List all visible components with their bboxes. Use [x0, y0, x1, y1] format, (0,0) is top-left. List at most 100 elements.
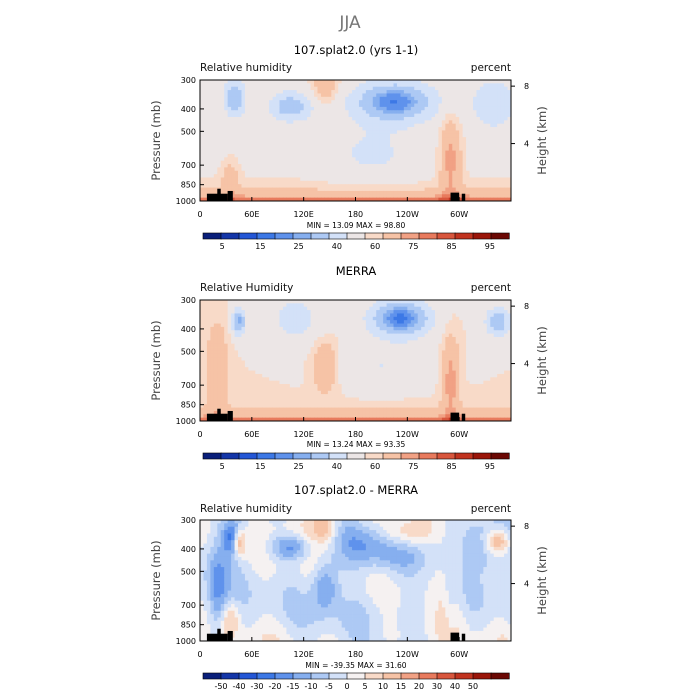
field-cell: [414, 147, 419, 151]
field-cell: [358, 197, 363, 202]
field-cell: [317, 160, 322, 165]
field-cell: [507, 80, 512, 84]
field-cell: [203, 83, 208, 88]
field-cell: [472, 326, 477, 331]
field-cell: [365, 80, 370, 84]
field-cell: [317, 164, 322, 168]
field-cell: [200, 123, 204, 128]
field-cell: [396, 147, 401, 151]
field-cell: [379, 320, 384, 324]
field-cell: [231, 93, 235, 98]
field-cell: [355, 330, 360, 335]
field-cell: [452, 326, 457, 331]
field-cell: [403, 194, 408, 199]
field-cell: [251, 190, 256, 195]
field-cell: [217, 140, 222, 145]
field-cell: [220, 177, 225, 182]
field-cell: [265, 336, 270, 341]
field-cell: [372, 86, 377, 91]
field-cell: [417, 80, 422, 84]
field-cell: [286, 160, 291, 165]
field-cell: [507, 106, 512, 111]
field-cell: [251, 140, 256, 145]
field-cell: [227, 93, 232, 98]
field-cell: [200, 83, 204, 88]
field-cell: [376, 313, 381, 318]
field-cell: [448, 170, 453, 175]
field-cell: [390, 316, 394, 321]
field-cell: [307, 303, 311, 308]
field-cell: [289, 330, 294, 335]
field-cell: [234, 323, 239, 328]
field-cell: [407, 330, 412, 335]
field-cell: [493, 180, 498, 185]
field-cell: [324, 323, 329, 328]
field-cell: [200, 350, 204, 355]
field-cell: [500, 347, 505, 351]
field-cell: [269, 360, 273, 365]
field-cell: [341, 180, 346, 185]
field-cell: [227, 326, 232, 331]
field-cell: [414, 197, 419, 202]
field-cell: [424, 190, 429, 195]
field-cell: [393, 160, 398, 165]
field-cell: [421, 357, 426, 361]
field-cell: [431, 167, 436, 172]
height-tick-label: 4: [524, 140, 529, 149]
field-cell: [400, 106, 405, 111]
field-cell: [317, 170, 322, 175]
field-cell: [265, 123, 270, 128]
field-cell: [479, 333, 484, 338]
field-cell: [431, 336, 436, 341]
field-cell: [479, 133, 484, 138]
field-cell: [255, 313, 260, 318]
field-cell: [434, 323, 439, 328]
field-cell: [234, 180, 239, 185]
field-cell: [493, 194, 498, 199]
field-cell: [428, 300, 432, 304]
field-cell: [220, 116, 225, 121]
field-cell: [231, 174, 235, 178]
field-cell: [227, 116, 232, 121]
field-cell: [400, 197, 405, 202]
field-cell: [472, 83, 477, 88]
field-cell: [459, 300, 464, 304]
field-cell: [469, 190, 474, 195]
field-cell: [414, 300, 419, 304]
field-cell: [504, 333, 508, 338]
field-cell: [469, 86, 474, 91]
field-cell: [317, 347, 322, 351]
field-cell: [327, 190, 332, 195]
field-cell: [355, 320, 360, 324]
field-cell: [493, 133, 498, 138]
field-cell: [493, 120, 498, 125]
field-cell: [441, 197, 446, 202]
field-cell: [244, 130, 249, 135]
field-cell: [379, 197, 384, 202]
field-cell: [341, 113, 346, 118]
field-cell: [431, 83, 436, 88]
field-cell: [400, 347, 405, 351]
field-cell: [314, 120, 318, 125]
field-cell: [238, 313, 242, 318]
field-cell: [272, 177, 277, 182]
field-cell: [421, 157, 426, 162]
field-cell: [438, 86, 443, 91]
field-cell: [324, 336, 329, 341]
field-cell: [296, 170, 301, 175]
field-cell: [396, 167, 401, 172]
field-cell: [490, 106, 495, 111]
field-cell: [410, 147, 415, 151]
field-cell: [421, 93, 426, 98]
field-cell: [383, 93, 387, 98]
field-cell: [279, 320, 284, 324]
field-cell: [203, 143, 208, 148]
field-cell: [289, 106, 294, 111]
field-cell: [310, 360, 315, 365]
field-cell: [327, 86, 332, 91]
field-cell: [362, 303, 367, 308]
field-cell: [227, 184, 232, 188]
field-cell: [424, 177, 429, 182]
field-cell: [507, 303, 512, 308]
field-cell: [265, 157, 270, 162]
